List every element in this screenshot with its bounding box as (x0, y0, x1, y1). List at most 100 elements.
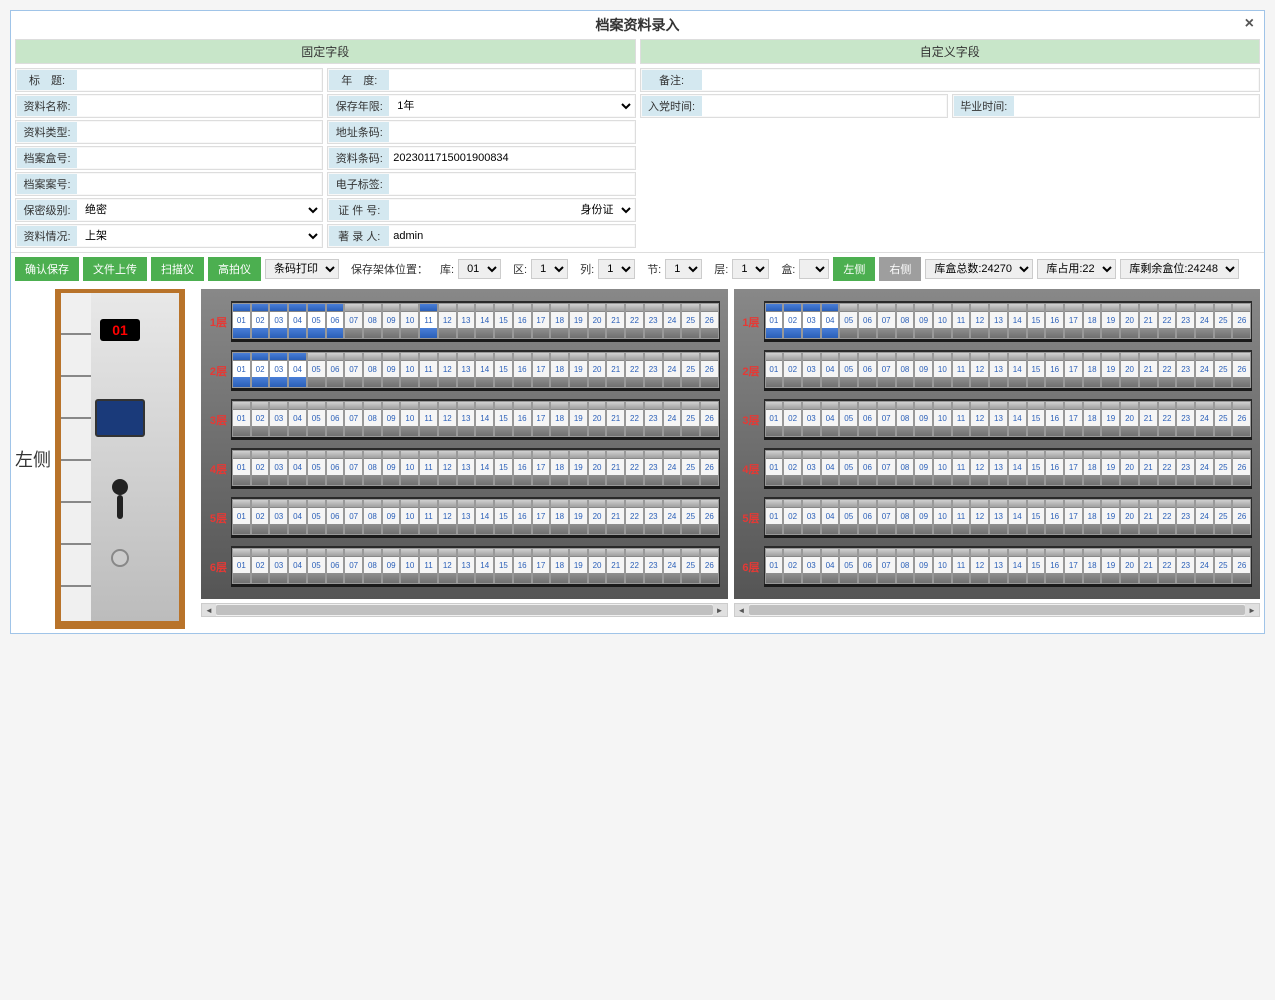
archive-box[interactable]: 21 (1139, 548, 1158, 584)
archive-box[interactable]: 14 (475, 352, 494, 388)
archive-box[interactable]: 21 (606, 450, 625, 486)
select-status[interactable]: 上架 (77, 226, 321, 246)
archive-box[interactable]: 04 (821, 401, 840, 437)
lie-select[interactable]: 1 (598, 259, 635, 279)
archive-box[interactable]: 04 (821, 352, 840, 388)
print-select[interactable]: 条码打印 (265, 259, 339, 279)
archive-box[interactable]: 06 (326, 352, 345, 388)
archive-box[interactable]: 13 (989, 303, 1008, 339)
archive-box[interactable]: 24 (1195, 352, 1214, 388)
archive-box[interactable]: 17 (1064, 499, 1083, 535)
archive-box[interactable]: 11 (952, 303, 971, 339)
archive-box[interactable]: 10 (400, 499, 419, 535)
archive-box[interactable]: 09 (914, 401, 933, 437)
archive-box[interactable]: 16 (1045, 303, 1064, 339)
archive-box[interactable]: 11 (952, 401, 971, 437)
archive-box[interactable]: 02 (251, 450, 270, 486)
archive-box[interactable]: 01 (232, 401, 251, 437)
archive-box[interactable]: 05 (307, 548, 326, 584)
archive-box[interactable]: 12 (438, 450, 457, 486)
archive-box[interactable]: 16 (513, 352, 532, 388)
archive-box[interactable]: 06 (326, 303, 345, 339)
archive-box[interactable]: 25 (681, 450, 700, 486)
archive-box[interactable]: 24 (1195, 450, 1214, 486)
archive-box[interactable]: 05 (307, 450, 326, 486)
archive-box[interactable]: 07 (344, 303, 363, 339)
archive-box[interactable]: 10 (933, 401, 952, 437)
archive-box[interactable]: 04 (821, 499, 840, 535)
archive-box[interactable]: 16 (513, 450, 532, 486)
archive-box[interactable]: 13 (457, 450, 476, 486)
archive-box[interactable]: 09 (382, 548, 401, 584)
archive-box[interactable]: 02 (251, 499, 270, 535)
archive-box[interactable]: 03 (802, 499, 821, 535)
archive-box[interactable]: 07 (877, 450, 896, 486)
archive-box[interactable]: 17 (1064, 401, 1083, 437)
archive-box[interactable]: 24 (1195, 401, 1214, 437)
archive-box[interactable]: 15 (1027, 548, 1046, 584)
archive-box[interactable]: 23 (1176, 499, 1195, 535)
select-keep[interactable]: 1年 (389, 96, 633, 116)
archive-box[interactable]: 13 (989, 450, 1008, 486)
archive-box[interactable]: 01 (765, 352, 784, 388)
remain-select[interactable]: 库剩余盒位:24248 (1120, 259, 1239, 279)
archive-box[interactable]: 04 (288, 401, 307, 437)
archive-box[interactable]: 04 (821, 303, 840, 339)
archive-box[interactable]: 03 (802, 450, 821, 486)
archive-box[interactable]: 25 (1214, 352, 1233, 388)
archive-box[interactable]: 20 (1120, 352, 1139, 388)
archive-box[interactable]: 02 (783, 548, 802, 584)
archive-box[interactable]: 09 (914, 450, 933, 486)
archive-box[interactable]: 14 (475, 450, 494, 486)
archive-box[interactable]: 10 (400, 303, 419, 339)
archive-box[interactable]: 14 (1008, 303, 1027, 339)
archive-box[interactable]: 24 (663, 548, 682, 584)
archive-box[interactable]: 18 (1083, 401, 1102, 437)
archive-box[interactable]: 22 (1158, 450, 1177, 486)
archive-box[interactable]: 18 (1083, 548, 1102, 584)
archive-box[interactable]: 22 (625, 499, 644, 535)
archive-box[interactable]: 19 (569, 303, 588, 339)
archive-box[interactable]: 06 (326, 401, 345, 437)
archive-box[interactable]: 04 (288, 499, 307, 535)
archive-box[interactable]: 11 (952, 548, 971, 584)
archive-box[interactable]: 16 (513, 401, 532, 437)
archive-box[interactable]: 14 (475, 303, 494, 339)
archive-box[interactable]: 04 (288, 450, 307, 486)
archive-box[interactable]: 15 (494, 352, 513, 388)
archive-box[interactable]: 20 (588, 401, 607, 437)
archive-box[interactable]: 06 (858, 548, 877, 584)
archive-box[interactable]: 17 (532, 499, 551, 535)
archive-box[interactable]: 04 (288, 303, 307, 339)
archive-box[interactable]: 21 (1139, 450, 1158, 486)
select-secret[interactable]: 绝密 (77, 200, 321, 220)
archive-box[interactable]: 09 (382, 401, 401, 437)
archive-box[interactable]: 16 (1045, 352, 1064, 388)
archive-box[interactable]: 01 (232, 352, 251, 388)
archive-box[interactable]: 13 (989, 352, 1008, 388)
archive-box[interactable]: 23 (644, 548, 663, 584)
archive-box[interactable]: 07 (344, 548, 363, 584)
archive-box[interactable]: 11 (952, 352, 971, 388)
archive-box[interactable]: 12 (438, 548, 457, 584)
archive-box[interactable]: 14 (1008, 401, 1027, 437)
archive-box[interactable]: 17 (532, 401, 551, 437)
archive-box[interactable]: 02 (783, 450, 802, 486)
archive-box[interactable]: 07 (344, 499, 363, 535)
archive-box[interactable]: 22 (1158, 401, 1177, 437)
archive-box[interactable]: 20 (1120, 450, 1139, 486)
archive-box[interactable]: 08 (363, 352, 382, 388)
archive-box[interactable]: 17 (1064, 450, 1083, 486)
archive-box[interactable]: 18 (550, 401, 569, 437)
input-author[interactable] (389, 226, 633, 246)
archive-box[interactable]: 19 (569, 450, 588, 486)
archive-box[interactable]: 19 (1101, 401, 1120, 437)
archive-box[interactable]: 24 (663, 303, 682, 339)
archive-box[interactable]: 19 (1101, 303, 1120, 339)
archive-box[interactable]: 03 (269, 499, 288, 535)
archive-box[interactable]: 05 (839, 401, 858, 437)
archive-box[interactable]: 16 (1045, 401, 1064, 437)
archive-box[interactable]: 12 (970, 303, 989, 339)
archive-box[interactable]: 23 (644, 450, 663, 486)
archive-box[interactable]: 14 (475, 401, 494, 437)
